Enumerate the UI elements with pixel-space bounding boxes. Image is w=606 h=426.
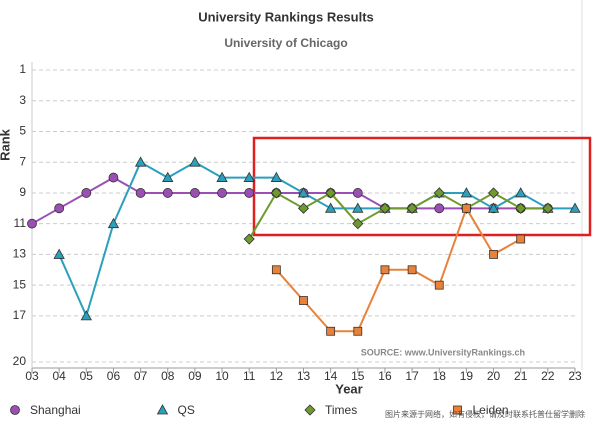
y-tick-label: 5 — [19, 124, 26, 138]
highlight-box — [252, 136, 592, 237]
y-axis-title: Rank — [0, 128, 12, 161]
x-tick-label: 19 — [460, 369, 474, 383]
legend-label: QS — [178, 403, 195, 417]
data-point — [297, 187, 310, 198]
data-point — [461, 203, 471, 213]
data-point — [516, 234, 526, 244]
x-tick-label: 15 — [351, 369, 365, 383]
data-point — [134, 156, 147, 167]
data-point — [243, 171, 255, 182]
data-point — [515, 187, 527, 198]
data-point — [352, 218, 364, 230]
series-line — [248, 191, 548, 240]
data-point — [380, 265, 390, 275]
data-point — [407, 265, 417, 275]
data-point — [271, 265, 281, 275]
y-tick-label: 15 — [13, 277, 27, 291]
x-tick-label: 12 — [270, 369, 284, 383]
data-point — [216, 171, 228, 182]
y-tick-label: 7 — [19, 154, 26, 168]
series-line — [275, 207, 522, 333]
data-point — [434, 280, 444, 290]
x-tick-label: 04 — [52, 369, 66, 383]
legend-label: Times — [325, 403, 357, 417]
legend-marker — [156, 404, 169, 415]
data-point — [324, 202, 337, 213]
data-point — [81, 188, 92, 198]
data-point — [162, 188, 173, 198]
data-point — [352, 202, 364, 213]
data-point — [189, 188, 200, 198]
x-tick-label: 21 — [514, 369, 528, 383]
y-tick-label: 3 — [19, 93, 26, 107]
legend-marker — [304, 404, 316, 416]
chart-title: University Rankings Results — [198, 9, 374, 24]
x-tick-label: 11 — [243, 369, 256, 383]
x-tick-label: 03 — [25, 369, 39, 383]
x-tick-label: 10 — [215, 369, 229, 383]
watermark: 图片来源于网络，如有侵权，请及时联系托普仕留学删除 — [385, 409, 585, 419]
x-tick-label: 23 — [568, 369, 582, 383]
data-point — [460, 187, 473, 198]
data-point — [434, 203, 445, 214]
legend-marker — [453, 405, 462, 415]
data-point — [297, 202, 310, 214]
chart-subtitle: University of Chicago — [224, 36, 347, 50]
x-tick-label: 13 — [297, 369, 311, 383]
data-point — [270, 171, 283, 182]
data-point — [353, 326, 363, 336]
data-point — [515, 202, 527, 214]
data-point — [108, 172, 119, 183]
data-point — [80, 310, 92, 321]
x-tick-label: 20 — [487, 369, 501, 383]
data-point — [406, 202, 418, 214]
x-tick-label: 18 — [433, 369, 447, 383]
y-tick-label: 11 — [14, 216, 27, 230]
x-tick-label: 16 — [378, 369, 392, 383]
data-point — [27, 218, 37, 229]
x-tick-label: 05 — [80, 369, 94, 383]
data-point — [569, 202, 581, 213]
source-note: SOURCE: www.UniversityRankings.ch — [361, 347, 525, 357]
x-axis-title: Year — [335, 381, 362, 396]
legend-label: Leiden — [473, 403, 509, 417]
x-tick-label: 08 — [161, 369, 175, 383]
data-point — [352, 188, 363, 198]
data-point — [487, 202, 500, 213]
data-point — [433, 187, 445, 199]
data-point — [487, 187, 500, 199]
x-tick-label: 07 — [134, 369, 148, 383]
data-point — [299, 296, 308, 305]
data-point — [326, 326, 336, 336]
y-tick-label: 9 — [19, 185, 26, 199]
x-tick-label: 17 — [405, 369, 419, 383]
data-point — [135, 188, 146, 198]
data-point — [244, 188, 255, 198]
data-point — [489, 250, 498, 259]
data-point — [189, 156, 201, 167]
data-point — [270, 187, 282, 199]
data-point — [243, 233, 255, 245]
x-tick-label: 06 — [107, 369, 121, 383]
y-tick-label: 17 — [13, 308, 27, 322]
x-tick-label: 14 — [324, 369, 338, 383]
data-point — [107, 217, 120, 229]
x-tick-label: 22 — [541, 369, 555, 383]
y-tick-label: 1 — [19, 62, 26, 76]
data-point — [162, 171, 174, 182]
x-tick-label: 09 — [188, 369, 202, 383]
data-point — [54, 203, 65, 214]
data-point — [53, 248, 65, 259]
legend-label: Shanghai — [30, 403, 81, 417]
data-point — [217, 188, 227, 198]
legend-marker — [10, 405, 20, 415]
y-tick-label: 13 — [13, 247, 27, 261]
data-point — [542, 202, 554, 214]
data-point — [379, 202, 391, 214]
y-tick-label: 20 — [13, 354, 27, 368]
data-point — [325, 187, 337, 199]
